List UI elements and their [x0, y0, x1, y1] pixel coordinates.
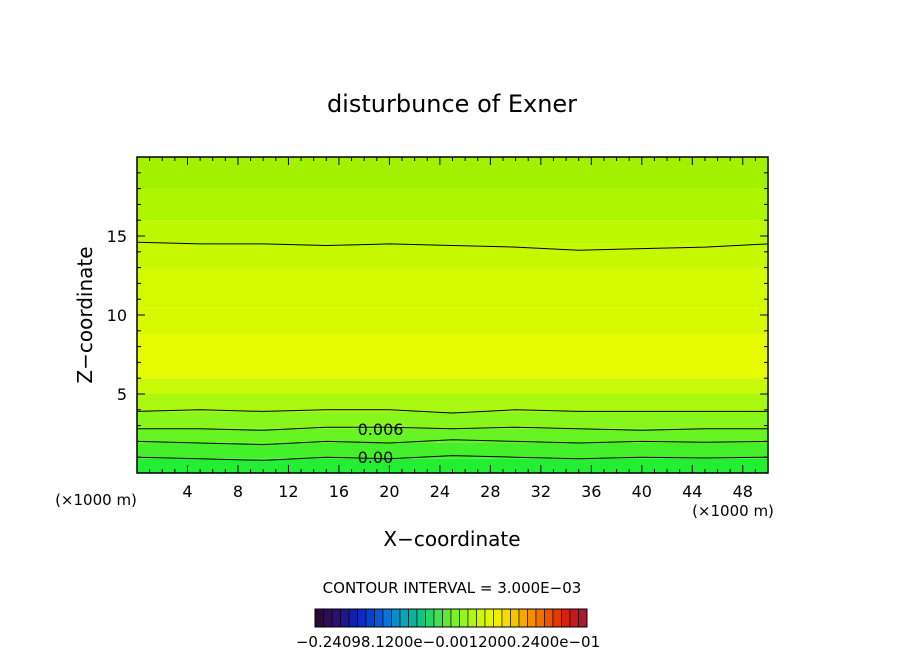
color-band-10 [137, 220, 768, 244]
colorbar-swatch-4 [348, 608, 358, 628]
y-axis-ticks: 5 10 15 [107, 172, 768, 458]
x-unit-left: (×1000 m) [55, 491, 137, 509]
contour-line-2 [137, 426, 768, 431]
color-band-12 [137, 157, 768, 189]
color-band-3 [137, 411, 768, 429]
colorbar-swatch-6 [365, 608, 375, 628]
colorbar-swatch-26 [535, 608, 545, 628]
x-tick-label-12: 12 [278, 482, 298, 501]
colorbar-swatch-28 [552, 608, 562, 628]
contour-interval-text: CONTOUR INTERVAL = 3.000E−03 [323, 579, 582, 597]
colorbar-swatch-30 [569, 608, 579, 628]
chart-title: disturbunce of Exner [327, 90, 577, 118]
contour-line-3 [136, 409, 768, 414]
x-tick-label-28: 28 [480, 482, 500, 501]
x-tick-label-36: 36 [581, 482, 601, 501]
contour-line-4 [136, 241, 769, 251]
y-tick-label-10: 10 [107, 306, 127, 325]
x-axis-label: X−coordinate [383, 527, 520, 551]
colorbar-swatch-2 [331, 608, 341, 628]
x-tick-label-48: 48 [733, 482, 753, 501]
colorbar-swatch-5 [357, 608, 367, 628]
color-band-0 [137, 458, 768, 473]
colorbar-swatch-17 [459, 608, 469, 628]
colorbar-swatch-13 [425, 608, 435, 628]
x-axis-ticks: 4 8 12 16 20 24 28 32 36 40 44 48 [149, 157, 756, 501]
x-tick-label-8: 8 [233, 482, 243, 501]
colorbar-swatch-25 [527, 608, 537, 628]
color-band-1 [137, 442, 768, 459]
colorbar-swatch-23 [510, 608, 520, 628]
colorbar-swatch-20 [484, 608, 494, 628]
colorbar-swatch-7 [374, 608, 384, 628]
colorbar-swatch-14 [433, 608, 443, 628]
contour-labels: 0.006 0.00 [358, 420, 404, 467]
colorbar-swatch-27 [544, 608, 554, 628]
colorbar-swatch-24 [518, 608, 528, 628]
colorbar-swatch-3 [340, 608, 350, 628]
y-tick-label-15: 15 [107, 227, 127, 246]
colorbar-swatch-19 [476, 608, 486, 628]
colorbar [314, 608, 588, 628]
colorbar-swatch-10 [399, 608, 409, 628]
colorbar-swatch-9 [391, 608, 401, 628]
x-tick-label-4: 4 [182, 482, 192, 501]
colorbar-swatch-11 [408, 608, 418, 628]
colorbar-labels: −0.24098.1200e−0.0012000.2400e−01 [296, 633, 600, 651]
x-tick-label-20: 20 [379, 482, 399, 501]
contour-label-0: 0.006 [358, 420, 404, 439]
contour-label-1: 0.00 [358, 448, 394, 467]
color-fill-bands [137, 157, 768, 473]
colorbar-swatch-29 [561, 608, 571, 628]
color-band-11 [137, 188, 768, 221]
x-tick-label-24: 24 [430, 482, 450, 501]
x-tick-label-16: 16 [329, 482, 349, 501]
color-band-5 [137, 378, 768, 394]
colorbar-swatch-18 [467, 608, 477, 628]
colorbar-swatch-0 [314, 608, 324, 628]
color-band-7 [137, 307, 768, 334]
colorbar-swatch-15 [442, 608, 452, 628]
contour-line-0 [136, 455, 769, 461]
x-tick-label-32: 32 [531, 482, 551, 501]
colorbar-swatch-22 [501, 608, 511, 628]
color-band-6 [137, 333, 768, 379]
x-tick-label-44: 44 [682, 482, 702, 501]
colorbar-swatch-12 [416, 608, 426, 628]
y-tick-label-5: 5 [117, 385, 127, 404]
colorbar-swatch-8 [382, 608, 392, 628]
colorbar-swatch-16 [450, 608, 460, 628]
y-axis-label: Z−coordinate [73, 246, 97, 383]
color-band-8 [137, 267, 768, 308]
contour-lines [136, 241, 769, 461]
x-tick-label-40: 40 [632, 482, 652, 501]
colorbar-swatch-31 [578, 608, 588, 628]
contour-line-1 [136, 439, 769, 446]
color-band-4 [137, 394, 768, 412]
x-unit-right: (×1000 m) [692, 502, 774, 520]
color-band-2 [137, 428, 768, 443]
colorbar-swatch-21 [493, 608, 503, 628]
colorbar-swatch-1 [323, 608, 333, 628]
